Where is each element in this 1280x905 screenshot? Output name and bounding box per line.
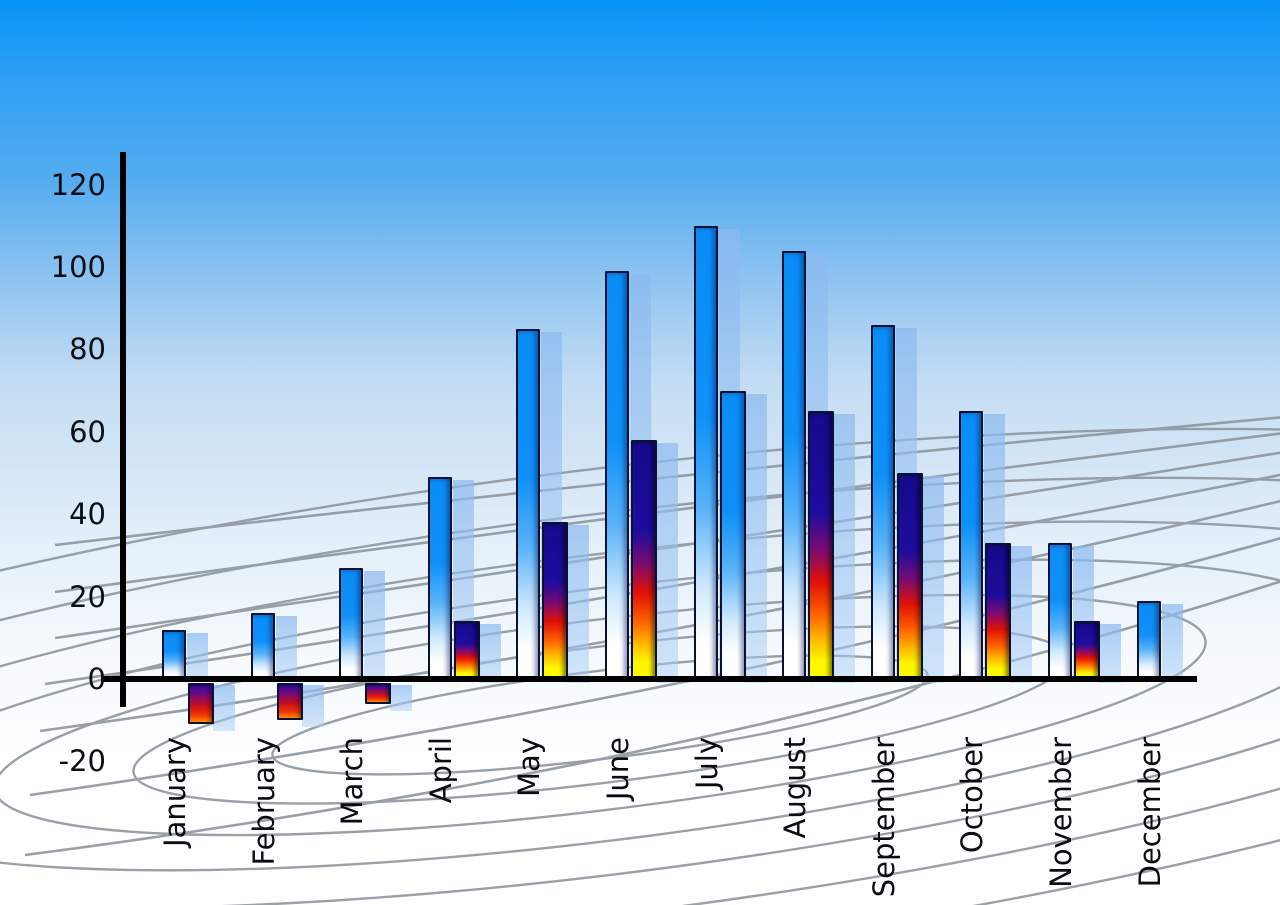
bar-november-primary bbox=[1048, 543, 1072, 680]
y-axis-tick-100: 100 bbox=[50, 250, 106, 284]
bar-february-primary-shadow bbox=[276, 616, 297, 682]
x-axis-label-august: August bbox=[778, 737, 812, 839]
x-axis-label-january: January bbox=[158, 737, 192, 847]
bar-august-primary bbox=[782, 251, 806, 680]
bar-march-secondary bbox=[365, 683, 391, 704]
bar-may-secondary bbox=[542, 522, 568, 679]
y-axis-tick-40: 40 bbox=[69, 497, 106, 531]
bar-february-secondary bbox=[277, 683, 303, 720]
x-axis-label-september: September bbox=[867, 737, 901, 898]
bar-march-primary-shadow bbox=[364, 571, 385, 682]
x-axis-label-february: February bbox=[247, 737, 281, 866]
x-axis-label-april: April bbox=[424, 737, 458, 804]
bar-december-primary-shadow bbox=[1162, 604, 1183, 682]
x-axis-label-november: November bbox=[1044, 737, 1078, 888]
bar-november-secondary-shadow bbox=[1099, 624, 1121, 683]
bar-june-secondary-shadow bbox=[656, 443, 678, 683]
y-axis-line bbox=[120, 152, 126, 707]
bar-august-secondary-shadow bbox=[833, 414, 855, 683]
bar-september-secondary-shadow bbox=[922, 476, 944, 683]
bar-january-primary-shadow bbox=[187, 633, 208, 682]
x-axis-zero-line bbox=[101, 676, 1197, 682]
bar-january-secondary bbox=[188, 683, 214, 724]
bar-january-secondary-shadow bbox=[213, 685, 235, 731]
bar-may-primary bbox=[516, 329, 540, 680]
bar-july-secondary bbox=[720, 391, 746, 679]
x-axis-label-june: June bbox=[601, 737, 635, 801]
bar-october-primary bbox=[959, 411, 983, 680]
bar-march-secondary-shadow bbox=[390, 685, 412, 711]
bar-june-primary bbox=[605, 271, 629, 680]
bar-july-secondary-shadow bbox=[745, 394, 767, 683]
x-axis-label-october: October bbox=[955, 737, 989, 854]
bar-april-primary bbox=[428, 477, 452, 680]
bar-april-secondary-shadow bbox=[479, 624, 501, 683]
y-axis-tick-60: 60 bbox=[69, 415, 106, 449]
x-axis-label-july: July bbox=[690, 737, 724, 790]
x-axis-label-may: May bbox=[512, 737, 546, 797]
bar-june-secondary bbox=[631, 440, 657, 679]
bar-may-secondary-shadow bbox=[567, 525, 589, 683]
bar-september-secondary bbox=[897, 473, 923, 679]
y-axis-tick-0: 0 bbox=[87, 662, 106, 696]
bar-october-secondary-shadow bbox=[1010, 546, 1032, 683]
bar-february-secondary-shadow bbox=[302, 685, 324, 727]
x-axis-label-december: December bbox=[1133, 737, 1167, 888]
bar-february-primary bbox=[251, 613, 275, 680]
x-axis-label-march: March bbox=[335, 737, 369, 826]
bar-august-secondary bbox=[808, 411, 834, 679]
y-axis-tick-20: 20 bbox=[69, 580, 106, 614]
y-axis-tick-80: 80 bbox=[69, 332, 106, 366]
y-axis-tick--20: -20 bbox=[58, 744, 106, 778]
y-axis-tick-120: 120 bbox=[50, 168, 106, 202]
bar-october-secondary bbox=[985, 543, 1011, 679]
bar-april-secondary bbox=[454, 621, 480, 679]
bar-september-primary bbox=[871, 325, 895, 680]
